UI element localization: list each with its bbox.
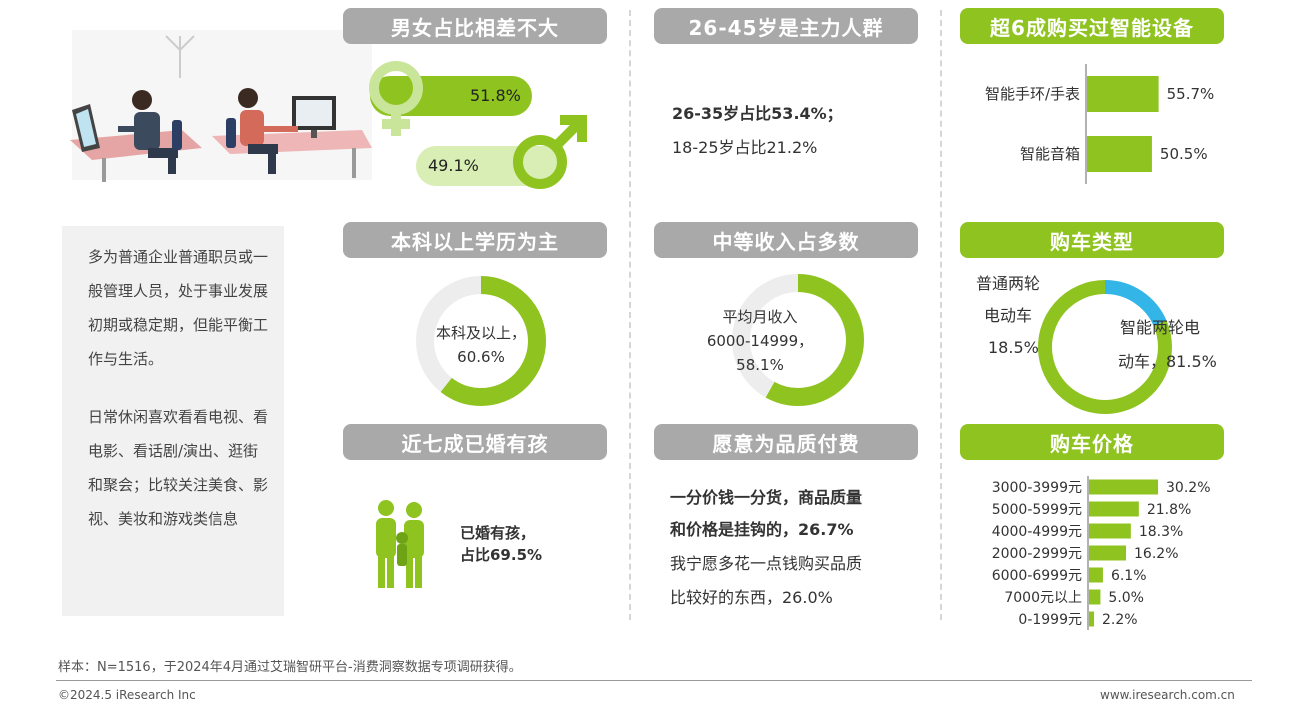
bar (1089, 611, 1095, 627)
family-icon (376, 500, 424, 588)
female-pct: 51.8% (470, 86, 521, 105)
bar-value-label: 5.0% (1108, 590, 1144, 606)
office-workers-illustration (70, 30, 372, 182)
price-bar-chart: 3000-3999元 30.2% 5000-5999元 21.8% 4000-4999元… (992, 476, 1211, 630)
bar (1089, 567, 1103, 583)
income-line-2: 6000-14999， (706, 332, 814, 350)
quality-line-1: 一分价钱一分货，商品质量 (670, 488, 863, 507)
bar-value-label: 55.7% (1167, 85, 1215, 103)
bar-category-label: 0-1999元 (1018, 612, 1082, 628)
description-box: 多为普通企业普通职员或一般管理人员，处于事业发展初期或稳定期，但能平衡工作与生活… (62, 226, 284, 616)
education-title: 本科以上学历为主 (343, 222, 607, 258)
bar (1089, 501, 1139, 517)
devices-bar-chart: 智能手环/手表 55.7% 智能音箱 50.5% (985, 64, 1215, 184)
male-pct: 49.1% (428, 156, 479, 175)
bar-value-label: 6.1% (1111, 568, 1147, 584)
age-line-1: 26-35岁占比53.4%； (672, 104, 843, 123)
bar-value-label: 16.2% (1134, 546, 1178, 562)
male-symbol-icon (513, 115, 587, 189)
description-para-2: 日常休闲喜欢看看电视、看电影、看话剧/演出、逛街和聚会；比较关注美食、影视、美妆… (88, 408, 269, 528)
income-value: 58.1% (736, 356, 784, 374)
donut-slice (1038, 280, 1172, 414)
bar-category-label: 4000-4999元 (992, 524, 1082, 540)
age-line-2: 18-25岁占比21.2% (672, 138, 818, 157)
education-donut (416, 276, 546, 406)
income-title: 中等收入占多数 (654, 222, 918, 258)
bar-category-label: 智能音箱 (1020, 145, 1080, 163)
car-type-smart-line-1: 智能两轮电 (1120, 318, 1201, 337)
divider-1 (629, 10, 631, 620)
bar (1087, 76, 1159, 112)
car-type-title: 购车类型 (960, 222, 1224, 258)
bar-value-label: 30.2% (1166, 480, 1210, 496)
devices-title: 超6成购买过智能设备 (960, 8, 1224, 44)
description-para-1: 多为普通企业普通职员或一般管理人员，处于事业发展初期或稳定期，但能平衡工作与生活… (88, 248, 269, 368)
footer-copyright: ©2024.5 iResearch Inc (58, 688, 196, 702)
marriage-line-2: 占比69.5% (460, 546, 543, 564)
footer-note: 样本：N=1516，于2024年4月通过艾瑞智研平台-消费洞察数据专项调研获得。 (58, 660, 522, 675)
bar-value-label: 50.5% (1160, 145, 1208, 163)
bar (1089, 479, 1159, 495)
female-symbol-icon (369, 61, 423, 136)
bar-category-label: 3000-3999元 (992, 480, 1082, 496)
age-title: 26-45岁是主力人群 (654, 8, 918, 44)
bar (1087, 136, 1152, 172)
income-donut-arc (732, 274, 864, 406)
bar-value-label: 18.3% (1139, 524, 1183, 540)
marriage-title: 近七成已婚有孩 (343, 424, 607, 460)
price-title: 购车价格 (960, 424, 1224, 460)
income-line-1: 平均月收入 (722, 308, 798, 326)
car-type-regular-line-1: 普通两轮 (976, 274, 1041, 293)
education-donut-arc (416, 276, 546, 406)
bar-value-label: 21.8% (1147, 502, 1191, 518)
car-type-regular-value: 18.5% (988, 338, 1039, 357)
bar-category-label: 5000-5999元 (992, 502, 1082, 518)
quality-line-2: 和价格是挂钩的，26.7% (670, 520, 854, 539)
divider-2 (940, 10, 942, 620)
bar (1089, 589, 1101, 605)
donut-slice (1104, 280, 1167, 327)
car-type-smart-line-2: 动车，81.5% (1118, 352, 1217, 371)
bar-category-label: 7000元以上 (1004, 590, 1082, 606)
marriage-line-1: 已婚有孩， (460, 524, 536, 542)
education-value: 60.6% (457, 348, 505, 366)
car-type-donut (1038, 280, 1172, 414)
bar (1089, 523, 1131, 539)
quality-line-4: 比较好的东西，26.0% (670, 588, 833, 607)
footer-rule (56, 680, 1252, 681)
bar (1089, 545, 1127, 561)
gender-title: 男女占比相差不大 (343, 8, 607, 44)
income-donut (732, 274, 864, 406)
footer-site: www.iresearch.com.cn (1100, 688, 1235, 702)
bar-category-label: 2000-2999元 (992, 546, 1082, 562)
bar-value-label: 2.2% (1102, 612, 1138, 628)
car-type-regular-line-2: 电动车 (984, 306, 1033, 325)
bar-category-label: 6000-6999元 (992, 568, 1082, 584)
quality-line-3: 我宁愿多花一点钱购买品质 (670, 554, 863, 573)
education-label: 本科及以上， (435, 324, 526, 342)
quality-title: 愿意为品质付费 (654, 424, 918, 460)
bar-category-label: 智能手环/手表 (985, 85, 1080, 103)
